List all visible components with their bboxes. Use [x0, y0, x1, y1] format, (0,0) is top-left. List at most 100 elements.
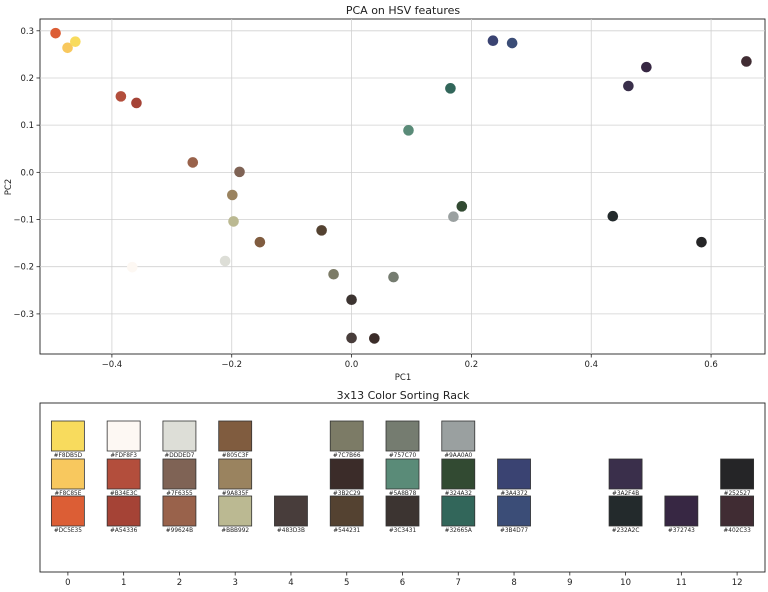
rack-swatch: [50, 420, 85, 452]
scatter-x-tick-label: −0.4: [102, 360, 123, 370]
rack-swatch: [162, 495, 197, 527]
rack-swatch: [218, 458, 253, 490]
rack-x-axis-ticks: 0 1 2 3 4 5 6 7 8 9 10 11 12: [65, 572, 743, 588]
scatter-point: [62, 42, 73, 54]
rack-swatch-label: #252527: [724, 491, 751, 497]
scatter-point: [696, 236, 707, 248]
scatter-point: [316, 225, 327, 236]
rack-x-tick-label: 10: [620, 578, 631, 588]
scatter-x-tick-label: 0.4: [584, 360, 598, 370]
rack-swatch: [329, 420, 364, 452]
scatter-point: [131, 97, 142, 109]
scatter-point: [187, 157, 199, 168]
rack-swatch-label: #B34E3C: [110, 491, 138, 497]
scatter-plot-area: [39, 18, 766, 355]
rack-swatch-label: #324A32: [445, 491, 473, 497]
rack-x-tick-label: 3: [232, 578, 237, 588]
rack-swatch-label: #F8C85E: [54, 491, 81, 497]
rack-swatch-label: #7C7B66: [333, 453, 361, 459]
rack-swatch-label: #DC5E35: [54, 528, 82, 534]
scatter-point: [641, 61, 652, 73]
scatter-point: [115, 91, 127, 102]
scatter-point: [328, 268, 339, 280]
rack-title: 3x13 Color Sorting Rack: [337, 389, 470, 402]
scatter-point: [456, 201, 468, 212]
scatter-point: [445, 83, 456, 94]
rack-swatch-label: #5A8B78: [389, 491, 417, 497]
rack-swatch: [218, 495, 253, 527]
scatter-point: [227, 189, 238, 201]
scatter-point: [506, 37, 518, 49]
scatter-point: [219, 255, 231, 267]
rack-swatch-label: #232A2C: [612, 528, 640, 534]
scatter-x-tick-label: 0.6: [704, 360, 718, 370]
rack-swatch-label: #3A2F4B: [612, 491, 639, 497]
scatter-x-axis-ticks: −0.4 −0.2 0.0 0.2 0.4 0.6: [102, 354, 718, 370]
scatter-point: [126, 261, 138, 273]
rack-swatch-label: #805C3F: [222, 453, 249, 459]
rack-swatch-label: #757C70: [389, 453, 417, 459]
rack-swatch: [441, 420, 476, 452]
scatter-x-tick-label: −0.2: [221, 360, 242, 370]
rack-swatch-label: #3B4D77: [500, 528, 528, 534]
rack-swatch: [720, 495, 755, 527]
rack-x-tick-label: 0: [65, 578, 70, 588]
rack-swatch: [162, 458, 197, 490]
rack-swatch: [608, 458, 643, 490]
scatter-point: [346, 294, 357, 306]
scatter-point: [487, 35, 499, 47]
rack-x-tick-label: 7: [456, 578, 461, 588]
rack-swatch: [50, 495, 85, 527]
scatter-y-tick-label: −0.3: [13, 310, 34, 320]
scatter-x-tick-label: 0.0: [345, 360, 359, 370]
scatter-point: [50, 27, 61, 39]
rack-swatch: [664, 495, 699, 527]
scatter-point: [623, 80, 634, 92]
rack-swatch-label: #9A835F: [222, 491, 249, 497]
rack-x-tick-label: 12: [732, 578, 743, 588]
rack-swatch-label: #DDDED7: [164, 453, 194, 459]
rack-swatch-label: #32665A: [445, 528, 472, 534]
scatter-point: [369, 333, 380, 344]
rack-swatch-label: #9AA0A0: [444, 453, 472, 459]
rack-x-tick-label: 5: [344, 578, 349, 588]
rack-swatch: [441, 495, 476, 527]
scatter-x-axis-label: PC1: [395, 373, 411, 383]
rack-swatch: [497, 495, 531, 527]
rack-swatch: [720, 458, 755, 490]
rack-x-tick-label: 1: [121, 578, 126, 588]
rack-x-tick-label: 11: [676, 578, 687, 588]
color-sorting-rack-chart: 3x13 Color Sorting Rack #F8DB5D #FDF8F3 #D…: [39, 389, 766, 588]
scatter-y-tick-label: −0.1: [13, 216, 34, 226]
rack-swatch-label: #99624B: [166, 528, 193, 534]
rack-swatch: [50, 458, 85, 490]
rack-swatch-label: #BBB992: [221, 528, 249, 534]
rack-swatch: [385, 495, 420, 527]
rack-swatch: [329, 495, 364, 527]
scatter-y-tick-label: 0.2: [20, 74, 34, 84]
rack-swatch-label: #7F6355: [166, 491, 193, 497]
scatter-y-axis-ticks: −0.3 −0.2 −0.1 0.0 0.1 0.2 0.3: [13, 27, 40, 320]
scatter-point: [388, 271, 399, 283]
scatter-y-tick-label: 0.3: [20, 27, 34, 37]
scatter-y-tick-label: 0.0: [20, 168, 34, 178]
rack-swatch-label: #3C3431: [389, 528, 417, 534]
rack-swatch-label: #544231: [333, 528, 360, 534]
rack-x-tick-label: 2: [177, 578, 182, 588]
rack-swatch: [106, 420, 141, 452]
scatter-point: [741, 56, 752, 67]
rack-swatch: [106, 458, 141, 490]
scatter-y-tick-label: 0.1: [20, 121, 34, 131]
rack-swatch: [385, 420, 420, 452]
rack-x-tick-label: 8: [511, 578, 516, 588]
rack-swatch-label: #483D3B: [277, 528, 305, 534]
scatter-point: [346, 332, 357, 344]
rack-swatch-label: #A54336: [110, 528, 138, 534]
scatter-point: [403, 125, 414, 136]
scatter-point: [448, 211, 459, 222]
rack-swatch-label: #372743: [668, 528, 695, 534]
rack-swatch-label: #402C33: [723, 528, 751, 534]
scatter-point: [234, 166, 245, 178]
rack-swatch: [441, 458, 476, 490]
